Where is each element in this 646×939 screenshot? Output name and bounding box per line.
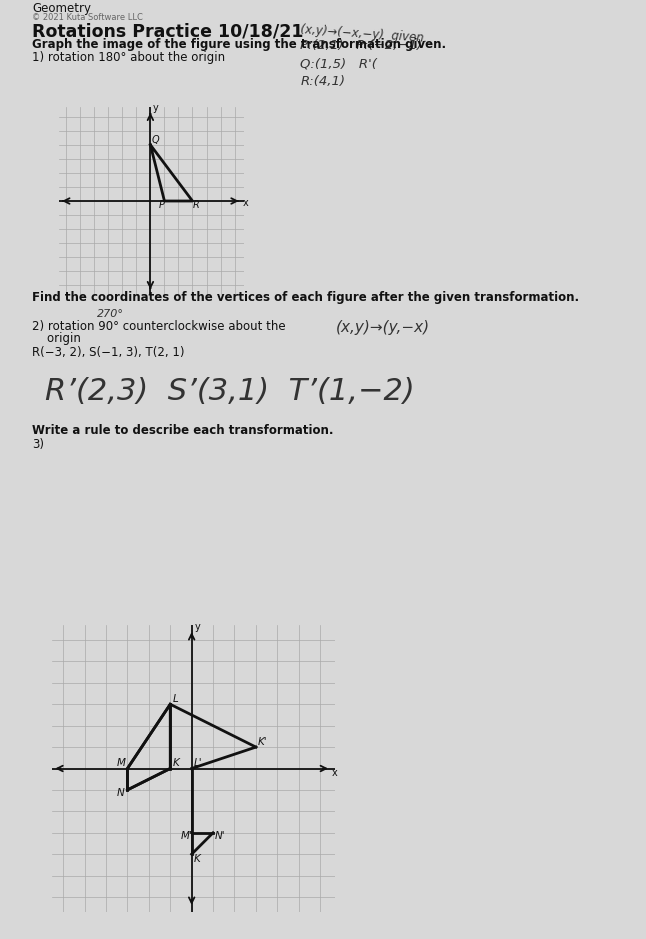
Text: y: y <box>152 102 158 113</box>
Text: M': M' <box>181 831 193 841</box>
Text: R:(4,1): R:(4,1) <box>300 75 346 88</box>
Text: 1) rotation 180° about the origin: 1) rotation 180° about the origin <box>32 51 225 64</box>
Text: K: K <box>172 759 179 768</box>
Text: L: L <box>172 694 178 704</box>
Text: R’(2,3)  S’(3,1)  T’(1,−2): R’(2,3) S’(3,1) T’(1,−2) <box>45 377 415 407</box>
Text: (x,y)→(−x,−y)  given.: (x,y)→(−x,−y) given. <box>300 23 428 44</box>
Text: P:(2,1)   P:(−2,−1): P:(2,1) P:(−2,−1) <box>300 39 422 53</box>
Text: R: R <box>193 200 200 210</box>
Text: (x,y)→(y,−x): (x,y)→(y,−x) <box>336 320 430 335</box>
Text: K': K' <box>258 737 267 747</box>
Text: R(−3, 2), S(−1, 3), T(2, 1): R(−3, 2), S(−1, 3), T(2, 1) <box>32 346 185 359</box>
Text: Geometry: Geometry <box>32 2 91 15</box>
Text: Rotations Practice 10/18/21: Rotations Practice 10/18/21 <box>32 23 304 40</box>
Text: Write a rule to describe each transformation.: Write a rule to describe each transforma… <box>32 424 334 438</box>
Text: P: P <box>159 200 165 210</box>
Text: © 2021 Kuta Software LLC: © 2021 Kuta Software LLC <box>32 13 143 23</box>
Text: x: x <box>242 198 248 208</box>
Text: M: M <box>117 759 126 768</box>
Text: y: y <box>195 623 201 632</box>
Text: Find the coordinates of the vertices of each figure after the given transformati: Find the coordinates of the vertices of … <box>32 291 579 304</box>
Text: 2) rotation 90° counterclockwise about the: 2) rotation 90° counterclockwise about t… <box>32 320 286 333</box>
Text: x: x <box>332 768 338 778</box>
Text: 3): 3) <box>32 438 45 451</box>
Text: origin: origin <box>32 332 81 346</box>
Text: Q:(1,5)   R'(: Q:(1,5) R'( <box>300 57 377 70</box>
Text: Graph the image of the figure using the transformation given.: Graph the image of the figure using the … <box>32 38 446 52</box>
Text: Q: Q <box>152 135 160 145</box>
Text: 270°: 270° <box>97 309 124 319</box>
Text: N: N <box>117 789 125 798</box>
Text: L': L' <box>194 759 202 768</box>
Text: N': N' <box>215 831 226 841</box>
Text: K: K <box>194 854 200 864</box>
